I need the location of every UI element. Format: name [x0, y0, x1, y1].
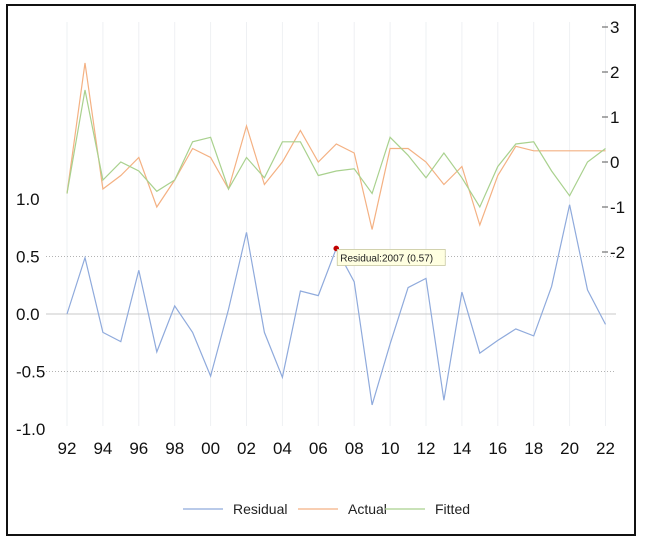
- right-tick-label: 1: [610, 108, 619, 127]
- x-tick-label: 20: [560, 439, 579, 458]
- x-tick-label: 14: [452, 439, 471, 458]
- legend-label-residual: Residual: [233, 501, 287, 517]
- right-tick-label: -1: [610, 198, 625, 217]
- tooltip-box: [336, 249, 446, 266]
- series-line-actual: [66, 62, 606, 230]
- right-tick-label: -2: [610, 243, 625, 262]
- x-tick-label: 16: [488, 439, 507, 458]
- tooltip: Residual:2007 (0.57): [333, 245, 446, 266]
- x-axis: 92 94 96 98 00 02 04 06 08 10 12 14 16 18 20 22: [58, 439, 615, 458]
- legend-label-fitted: Fitted: [435, 501, 470, 517]
- left-tick-label: 0.0: [16, 305, 40, 324]
- chart-frame: 1.0 0.5 0.0 -0.5 -1.0 3 2 1 0 -1 -2 92 94 96 98 00 02 0…: [6, 4, 636, 536]
- x-tick-label: 02: [237, 439, 256, 458]
- tooltip-text: Residual:2007 (0.57): [340, 253, 433, 264]
- series-layer: [66, 62, 607, 406]
- legend-label-actual: Actual: [348, 501, 387, 517]
- x-tick-label: 92: [58, 439, 77, 458]
- grid-layer: [46, 22, 616, 426]
- x-tick-label: 04: [273, 439, 292, 458]
- series-line-residual: [66, 204, 607, 406]
- x-tick-label: 06: [309, 439, 328, 458]
- x-tick-label: 00: [201, 439, 220, 458]
- x-tick-label: 18: [524, 439, 543, 458]
- x-tick-label: 94: [93, 439, 112, 458]
- left-axis: 1.0 0.5 0.0 -0.5 -1.0: [16, 190, 45, 439]
- x-tick-label: 12: [417, 439, 436, 458]
- left-tick-label: -0.5: [16, 363, 45, 382]
- left-tick-label: 0.5: [16, 248, 40, 267]
- right-tick-label: 3: [610, 18, 619, 37]
- legend: Residual Actual Fitted: [183, 501, 470, 517]
- x-tick-label: 10: [381, 439, 400, 458]
- right-tick-label: 0: [610, 153, 619, 172]
- left-tick-label: -1.0: [16, 420, 45, 439]
- right-tick-label: 2: [610, 63, 619, 82]
- x-tick-label: 98: [165, 439, 184, 458]
- x-tick-label: 22: [596, 439, 615, 458]
- series-line-fitted: [66, 89, 606, 209]
- left-tick-label: 1.0: [16, 190, 40, 209]
- x-tick-label: 96: [129, 439, 148, 458]
- right-axis: 3 2 1 0 -1 -2: [602, 18, 625, 262]
- x-tick-label: 08: [345, 439, 364, 458]
